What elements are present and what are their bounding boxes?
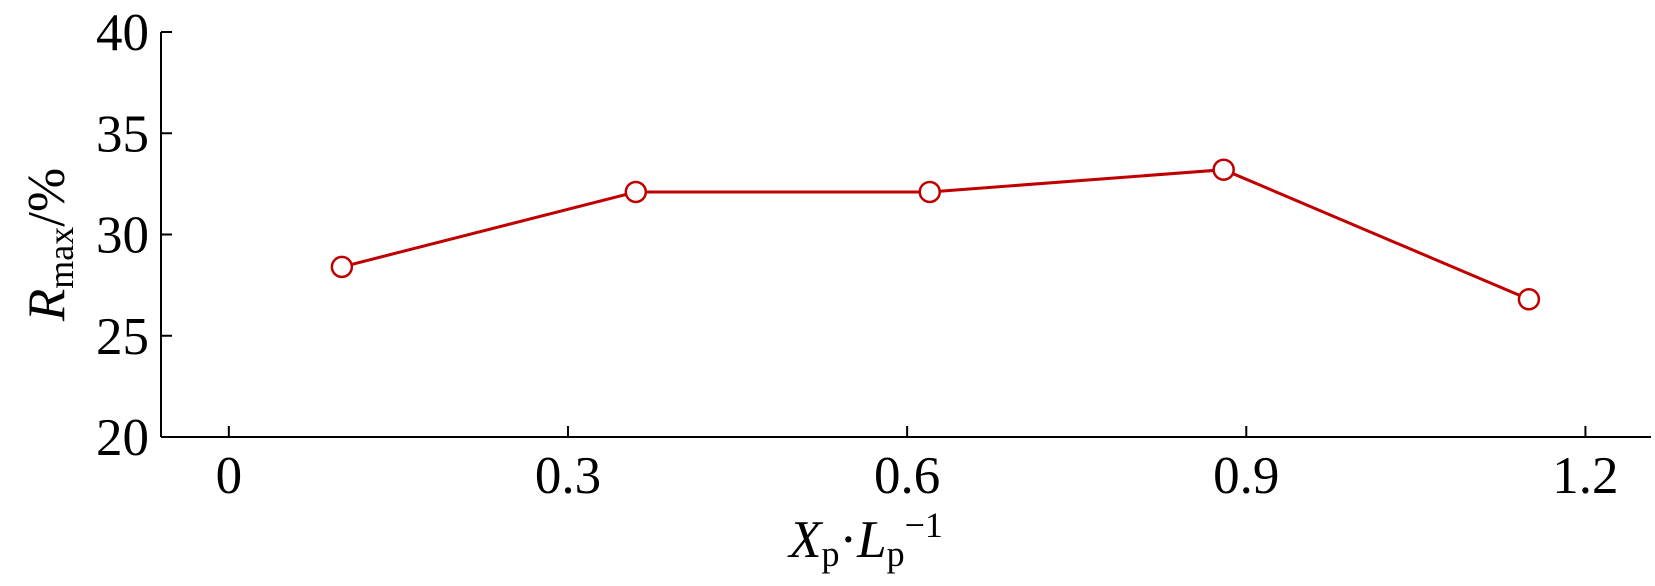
x-tick-label: 1.2	[1552, 447, 1618, 505]
y-axis-label-part: max	[41, 227, 81, 289]
y-tick-label: 35	[96, 105, 149, 163]
x-tick-label: 0.3	[535, 447, 601, 505]
data-point	[330, 255, 354, 279]
x-axis-label-part: −1	[905, 505, 943, 545]
data-point	[1517, 288, 1541, 311]
data-point	[918, 180, 941, 204]
y-axis-label-part: /%	[18, 168, 76, 227]
x-tick-label: 0.9	[1213, 447, 1279, 505]
x-tick-label: 0	[216, 447, 243, 505]
data-point	[1212, 158, 1235, 181]
x-axis-label-part: p	[887, 534, 905, 574]
x-tick-label: 0.6	[874, 447, 940, 505]
y-tick-label: 40	[96, 4, 149, 62]
y-tick-label: 30	[96, 207, 149, 265]
x-axis-label-part: p	[821, 534, 839, 574]
x-axis-label-part: L	[856, 511, 886, 569]
x-axis-label-part: ·	[839, 511, 857, 569]
y-axis-label-part: R	[18, 289, 76, 322]
x-axis-label-part: X	[787, 511, 824, 569]
y-tick-label: 25	[96, 308, 149, 366]
y-axis-label: Rmax/%	[18, 168, 81, 322]
y-tick-label: 20	[96, 409, 149, 467]
x-axis-label: Xp·Lp−1	[787, 505, 943, 574]
data-point	[624, 180, 648, 204]
